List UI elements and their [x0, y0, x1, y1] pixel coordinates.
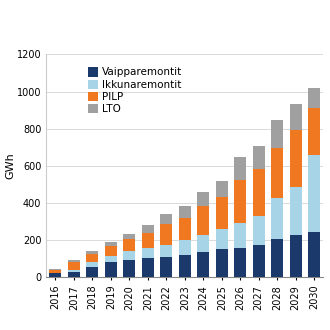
Bar — [234, 157, 246, 180]
Bar — [216, 249, 228, 277]
Bar — [308, 232, 320, 277]
Bar — [179, 255, 191, 277]
Bar — [253, 146, 265, 169]
Bar — [105, 242, 117, 246]
Bar — [290, 104, 302, 130]
Bar — [123, 234, 135, 239]
Bar — [179, 206, 191, 218]
Bar — [142, 233, 154, 248]
Bar — [123, 251, 135, 260]
Bar — [308, 108, 320, 155]
Bar — [123, 239, 135, 251]
Bar — [253, 245, 265, 277]
Bar — [86, 267, 98, 277]
Bar — [197, 235, 209, 252]
Bar — [160, 224, 172, 245]
Bar — [160, 245, 172, 257]
Bar — [105, 262, 117, 277]
Bar — [68, 260, 80, 262]
Bar — [50, 270, 61, 273]
Bar — [68, 272, 80, 277]
Bar — [271, 239, 283, 277]
Bar — [160, 257, 172, 277]
Bar — [50, 274, 61, 277]
Bar — [197, 252, 209, 277]
Bar — [142, 225, 154, 233]
Bar — [142, 258, 154, 277]
Bar — [253, 169, 265, 216]
Bar — [308, 88, 320, 108]
Bar — [290, 130, 302, 187]
Bar — [68, 270, 80, 272]
Bar — [50, 273, 61, 274]
Bar — [86, 254, 98, 262]
Legend: Vaipparemontit, Ikkunaremontit, PILP, LTO: Vaipparemontit, Ikkunaremontit, PILP, LT… — [85, 64, 186, 117]
Bar — [142, 248, 154, 258]
Bar — [290, 235, 302, 277]
Bar — [216, 229, 228, 249]
Bar — [308, 155, 320, 232]
Bar — [50, 269, 61, 270]
Bar — [86, 262, 98, 267]
Bar — [179, 240, 191, 255]
Bar — [68, 262, 80, 270]
Bar — [197, 192, 209, 206]
Bar — [105, 246, 117, 256]
Bar — [123, 260, 135, 277]
Bar — [234, 248, 246, 277]
Bar — [105, 256, 117, 262]
Bar — [160, 214, 172, 224]
Bar — [234, 223, 246, 248]
Bar — [271, 198, 283, 239]
Bar — [86, 251, 98, 254]
Bar — [271, 148, 283, 198]
Bar — [216, 181, 228, 197]
Bar — [271, 120, 283, 148]
Bar — [234, 180, 246, 223]
Bar — [197, 206, 209, 235]
Bar — [179, 218, 191, 240]
Bar — [253, 216, 265, 245]
Bar — [290, 187, 302, 235]
Text: Korjausrakentamisen säästöpotentiaali: Korjausrakentamisen säästöpotentiaali — [0, 12, 330, 26]
Y-axis label: GWh: GWh — [5, 152, 15, 179]
Bar — [216, 197, 228, 229]
